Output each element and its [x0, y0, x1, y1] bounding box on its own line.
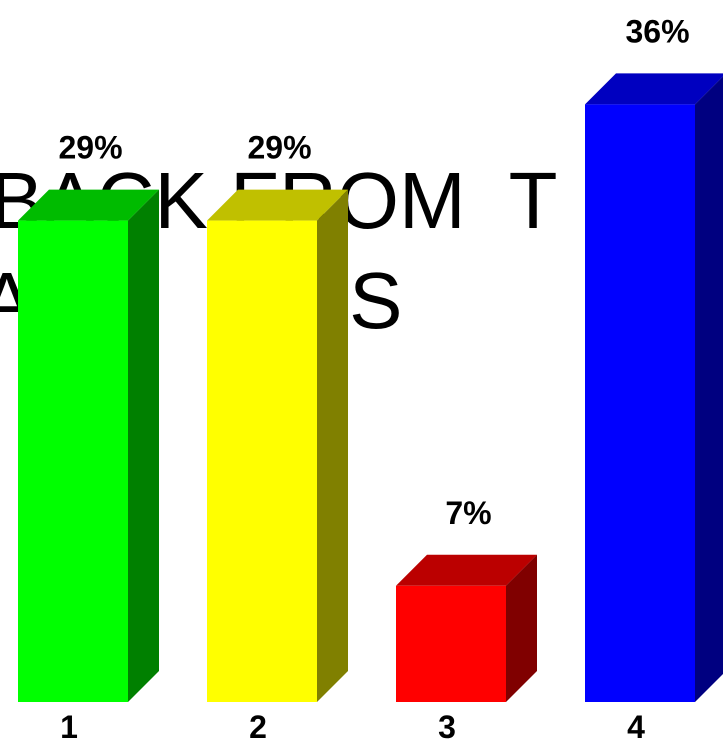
value-label: 29% — [247, 130, 311, 166]
bar-side — [506, 554, 537, 702]
value-label: 7% — [445, 495, 491, 531]
bar — [207, 220, 317, 702]
x-tick-label: 2 — [249, 709, 267, 739]
bar-top — [396, 554, 537, 586]
bar — [396, 585, 506, 702]
value-label: 29% — [58, 130, 122, 166]
bar — [585, 104, 695, 702]
background-text: BACK FROM — [0, 0, 466, 12]
bar — [18, 220, 128, 702]
value-label: 36% — [625, 13, 689, 49]
bar-side — [317, 189, 348, 703]
bar-side — [695, 76, 723, 702]
x-tick-label: 1 — [60, 709, 78, 739]
bar-top — [207, 189, 348, 221]
x-tick-label: 3 — [438, 709, 456, 739]
x-tick-label: 4 — [627, 709, 645, 739]
bar-top — [18, 189, 159, 221]
bar-top — [585, 73, 723, 105]
bar-side — [128, 189, 159, 703]
